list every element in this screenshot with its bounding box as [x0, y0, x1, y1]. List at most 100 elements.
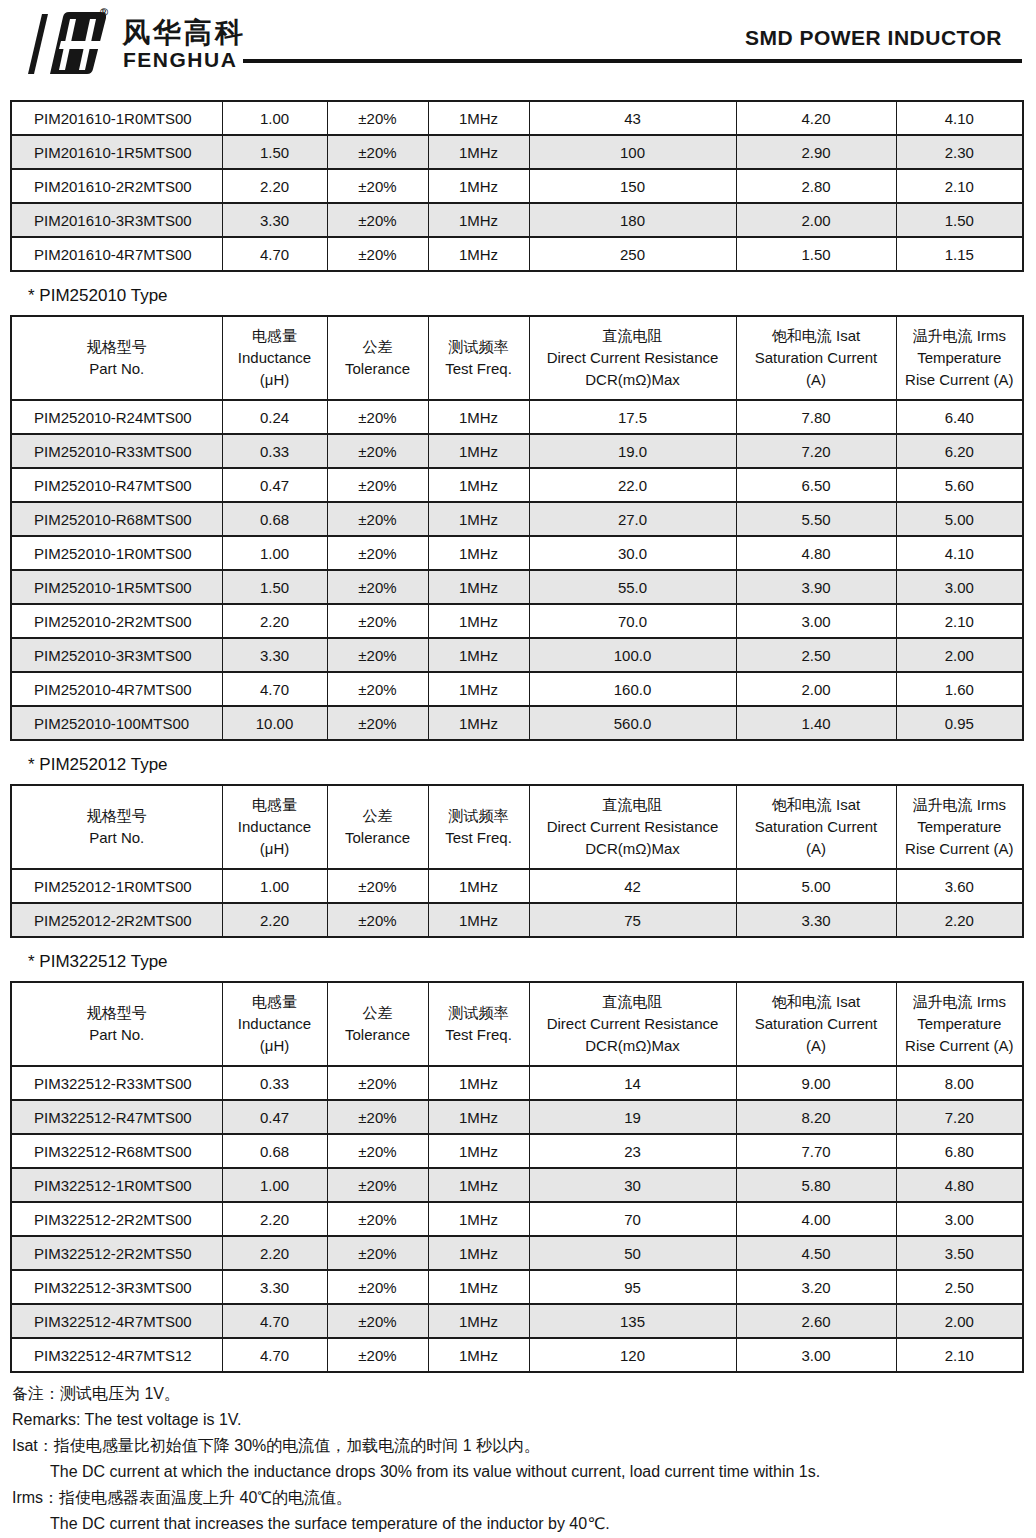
- header-line: 直流电阻: [530, 794, 736, 816]
- value-cell: 1MHz: [428, 638, 529, 672]
- value-cell: 0.47: [222, 468, 327, 502]
- value-cell: 4.80: [736, 536, 896, 570]
- header-line: Saturation Current: [737, 816, 896, 838]
- value-cell: 1.50: [222, 570, 327, 604]
- header-line: Rise Current (A): [897, 1035, 1023, 1057]
- value-cell: 75: [529, 903, 736, 937]
- header-rule: [243, 59, 1022, 63]
- header-line: 温升电流 Irms: [897, 991, 1023, 1013]
- part-no-cell: PIM252010-R24MTS00: [11, 400, 222, 434]
- value-cell: 1.00: [222, 869, 327, 903]
- part-no-cell: PIM252012-1R0MTS00: [11, 869, 222, 903]
- spec-table: 规格型号Part No.电感量Inductance(μH)公差Tolerance…: [10, 981, 1024, 1373]
- value-cell: 4.70: [222, 672, 327, 706]
- header-line: Tolerance: [328, 358, 428, 380]
- value-cell: ±20%: [327, 1338, 428, 1372]
- value-cell: 150: [529, 169, 736, 203]
- table-row: PIM322512-R68MTS000.68±20%1MHz237.706.80: [11, 1134, 1023, 1168]
- fenghua-logo: ® 风华高科 FENGHUA: [14, 6, 244, 78]
- value-cell: ±20%: [327, 434, 428, 468]
- value-cell: 3.00: [736, 604, 896, 638]
- value-cell: 1.50: [222, 135, 327, 169]
- part-no-cell: PIM252012-2R2MTS00: [11, 903, 222, 937]
- value-cell: 3.20: [736, 1270, 896, 1304]
- value-cell: 55.0: [529, 570, 736, 604]
- part-no-cell: PIM201610-3R3MTS00: [11, 203, 222, 237]
- table-row: PIM252012-2R2MTS002.20±20%1MHz753.302.20: [11, 903, 1023, 937]
- value-cell: 4.50: [736, 1236, 896, 1270]
- header-line: 测试频率: [429, 336, 529, 358]
- value-cell: 6.20: [896, 434, 1023, 468]
- header-line: 电感量: [223, 325, 327, 347]
- value-cell: 100.0: [529, 638, 736, 672]
- value-cell: 2.90: [736, 135, 896, 169]
- column-header: 饱和电流 IsatSaturation Current(A): [736, 316, 896, 400]
- spec-table-head: 规格型号Part No.电感量Inductance(μH)公差Tolerance…: [11, 785, 1023, 869]
- table-row: PIM252010-1R0MTS001.00±20%1MHz30.04.804.…: [11, 536, 1023, 570]
- value-cell: 1MHz: [428, 536, 529, 570]
- column-header: 温升电流 IrmsTemperatureRise Current (A): [896, 982, 1023, 1066]
- value-cell: 4.70: [222, 1304, 327, 1338]
- table-row: PIM252010-4R7MTS004.70±20%1MHz160.02.001…: [11, 672, 1023, 706]
- spec-table: 规格型号Part No.电感量Inductance(μH)公差Tolerance…: [10, 315, 1024, 741]
- value-cell: 1MHz: [428, 468, 529, 502]
- value-cell: 3.30: [222, 1270, 327, 1304]
- part-no-cell: PIM252010-2R2MTS00: [11, 604, 222, 638]
- value-cell: 0.68: [222, 502, 327, 536]
- value-cell: ±20%: [327, 237, 428, 271]
- spec-table: 规格型号Part No.电感量Inductance(μH)公差Tolerance…: [10, 784, 1024, 938]
- column-header: 电感量Inductance(μH): [222, 982, 327, 1066]
- value-cell: 5.00: [736, 869, 896, 903]
- value-cell: 2.00: [736, 203, 896, 237]
- value-cell: ±20%: [327, 1270, 428, 1304]
- part-no-cell: PIM322512-2R2MTS00: [11, 1202, 222, 1236]
- value-cell: 14: [529, 1066, 736, 1100]
- header-line: Temperature: [897, 347, 1023, 369]
- table-row: PIM201610-1R0MTS001.00±20%1MHz434.204.10: [11, 101, 1023, 135]
- header-line: 电感量: [223, 794, 327, 816]
- header-line: 规格型号: [12, 1002, 222, 1024]
- part-no-cell: PIM252010-100MTS00: [11, 706, 222, 740]
- header-line: (A): [737, 369, 896, 391]
- header-line: Temperature: [897, 1013, 1023, 1035]
- header-line: Saturation Current: [737, 347, 896, 369]
- header-line: 测试频率: [429, 1002, 529, 1024]
- remark-line: Isat：指使电感量比初始值下降 30%的电流值，加载电流的时间 1 秒以内。: [12, 1433, 1036, 1459]
- header-line: (μH): [223, 369, 327, 391]
- value-cell: ±20%: [327, 1100, 428, 1134]
- header-line: 温升电流 Irms: [897, 325, 1023, 347]
- table-row: PIM252010-2R2MTS002.20±20%1MHz70.03.002.…: [11, 604, 1023, 638]
- column-header: 公差Tolerance: [327, 785, 428, 869]
- value-cell: 1MHz: [428, 1304, 529, 1338]
- value-cell: 5.00: [896, 502, 1023, 536]
- value-cell: 1.50: [736, 237, 896, 271]
- header-line: Tolerance: [328, 1024, 428, 1046]
- value-cell: ±20%: [327, 638, 428, 672]
- remarks-block: 备注：测试电压为 1V。Remarks: The test voltage is…: [12, 1381, 1036, 1537]
- value-cell: 50: [529, 1236, 736, 1270]
- value-cell: 1.50: [896, 203, 1023, 237]
- value-cell: 95: [529, 1270, 736, 1304]
- registered-mark: ®: [100, 6, 108, 18]
- part-no-cell: PIM201610-1R0MTS00: [11, 101, 222, 135]
- table-row: PIM322512-3R3MTS003.30±20%1MHz953.202.50: [11, 1270, 1023, 1304]
- part-no-cell: PIM322512-R33MTS00: [11, 1066, 222, 1100]
- value-cell: 0.68: [222, 1134, 327, 1168]
- part-no-cell: PIM252010-1R0MTS00: [11, 536, 222, 570]
- column-header: 直流电阻Direct Current ResistanceDCR(mΩ)Max: [529, 982, 736, 1066]
- header-line: Part No.: [12, 1024, 222, 1046]
- value-cell: 2.00: [896, 1304, 1023, 1338]
- value-cell: 5.50: [736, 502, 896, 536]
- value-cell: 1MHz: [428, 706, 529, 740]
- value-cell: ±20%: [327, 135, 428, 169]
- header-line: 温升电流 Irms: [897, 794, 1023, 816]
- header-line: 规格型号: [12, 805, 222, 827]
- header-line: (A): [737, 838, 896, 860]
- value-cell: 2.20: [896, 903, 1023, 937]
- column-header: 规格型号Part No.: [11, 982, 222, 1066]
- header-line: Tolerance: [328, 827, 428, 849]
- header-line: 电感量: [223, 991, 327, 1013]
- value-cell: 4.80: [896, 1168, 1023, 1202]
- value-cell: 2.00: [896, 638, 1023, 672]
- value-cell: 0.24: [222, 400, 327, 434]
